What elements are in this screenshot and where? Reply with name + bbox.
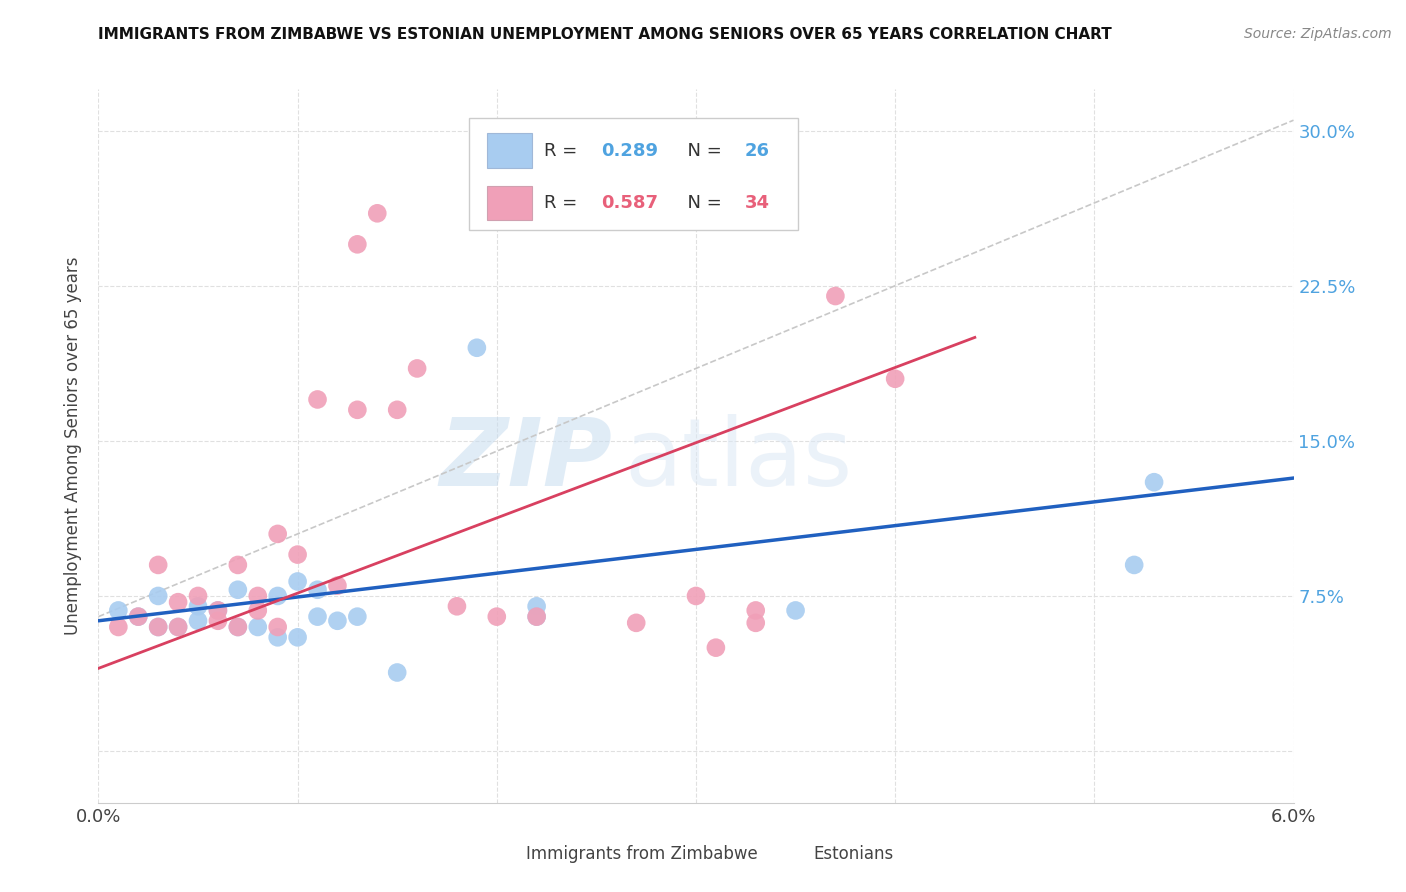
Point (526, 609, 548, 624)
Point (226, 582, 249, 597)
Point (626, 615, 648, 630)
Point (526, 609, 548, 624)
Point (148, 558, 170, 572)
Point (148, 620, 170, 634)
FancyBboxPatch shape (765, 837, 801, 871)
Text: Estonians: Estonians (813, 846, 893, 863)
Point (207, 603, 229, 617)
Point (267, 620, 290, 634)
Point (704, 640, 727, 655)
Point (346, 402, 368, 417)
Point (385, 402, 409, 417)
Point (167, 620, 190, 634)
Text: R =: R = (544, 142, 583, 160)
Point (745, 603, 768, 617)
Point (207, 614, 229, 628)
Point (307, 609, 329, 624)
Point (287, 630, 309, 644)
Point (685, 589, 707, 603)
Point (187, 614, 209, 628)
Point (267, 527, 290, 541)
Text: IMMIGRANTS FROM ZIMBABWE VS ESTONIAN UNEMPLOYMENT AMONG SENIORS OVER 65 YEARS CO: IMMIGRANTS FROM ZIMBABWE VS ESTONIAN UNE… (98, 27, 1112, 42)
Point (187, 599, 209, 614)
Point (526, 599, 548, 614)
Point (246, 620, 269, 634)
Point (446, 599, 468, 614)
Text: 0.587: 0.587 (602, 194, 658, 212)
FancyBboxPatch shape (486, 186, 533, 220)
Text: R =: R = (544, 194, 583, 212)
Point (127, 609, 149, 624)
Point (546, 165, 568, 179)
Y-axis label: Unemployment Among Seniors over 65 years: Unemployment Among Seniors over 65 years (65, 257, 83, 635)
Point (148, 620, 170, 634)
Point (127, 609, 149, 624)
Text: 26: 26 (745, 142, 770, 160)
FancyBboxPatch shape (478, 837, 515, 871)
Point (1123, 558, 1146, 572)
Point (187, 589, 209, 603)
Point (346, 609, 368, 624)
Point (824, 289, 846, 303)
Point (148, 589, 170, 603)
Point (107, 603, 129, 617)
Text: Immigrants from Zimbabwe: Immigrants from Zimbabwe (526, 846, 758, 863)
Point (385, 665, 409, 680)
Point (287, 574, 309, 589)
Point (226, 620, 249, 634)
Text: N =: N = (676, 194, 727, 212)
Point (406, 361, 429, 376)
FancyBboxPatch shape (486, 134, 533, 168)
Point (107, 620, 129, 634)
Text: Source: ZipAtlas.com: Source: ZipAtlas.com (1244, 27, 1392, 41)
Point (465, 341, 488, 355)
Point (226, 620, 249, 634)
Point (246, 603, 269, 617)
Point (884, 372, 907, 386)
Point (745, 615, 768, 630)
Point (485, 609, 508, 624)
Text: atlas: atlas (624, 414, 852, 507)
Point (226, 558, 249, 572)
Point (366, 206, 388, 220)
Point (326, 614, 349, 628)
Text: ZIP: ZIP (440, 414, 613, 507)
Point (785, 603, 807, 617)
Point (167, 595, 190, 609)
Text: 0.289: 0.289 (602, 142, 658, 160)
Point (307, 392, 329, 407)
Point (267, 630, 290, 644)
Point (346, 237, 368, 252)
Point (307, 582, 329, 597)
Point (326, 579, 349, 593)
Point (287, 548, 309, 562)
Text: 34: 34 (745, 194, 770, 212)
Point (267, 589, 290, 603)
Point (207, 603, 229, 617)
Point (167, 620, 190, 634)
Text: N =: N = (676, 142, 727, 160)
FancyBboxPatch shape (470, 118, 797, 230)
Point (246, 589, 269, 603)
Point (1143, 475, 1166, 490)
